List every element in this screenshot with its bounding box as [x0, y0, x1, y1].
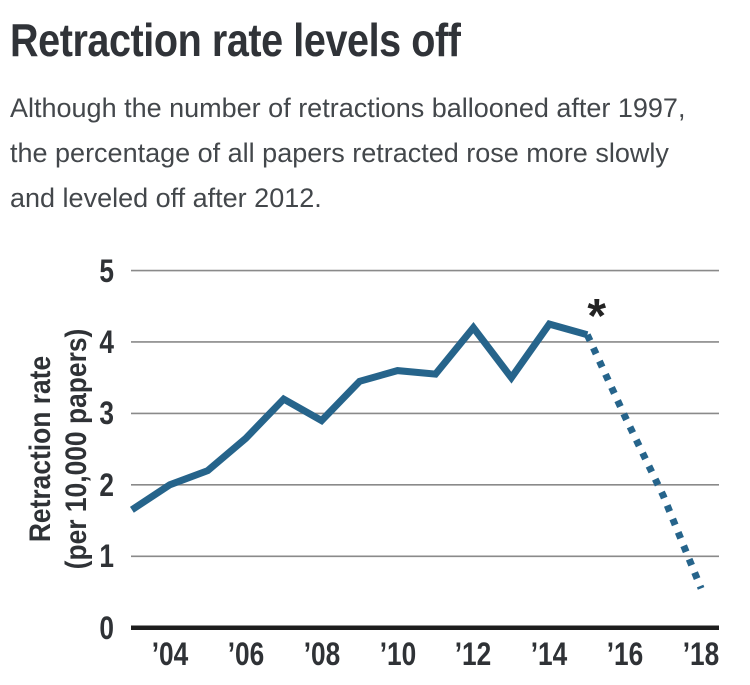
chart-subtitle: Although the number of retractions ballo…	[10, 93, 686, 214]
x-axis-tick-label: ’18	[682, 636, 720, 672]
y-axis-tick-label: 1	[99, 538, 114, 575]
y-axis-tick-label: 0	[99, 609, 114, 646]
y-axis-tick-label: 3	[99, 395, 114, 432]
x-axis-tick-label: ’16	[606, 636, 644, 672]
y-axis-tick-label: 2	[99, 466, 114, 503]
x-axis-tick-label: ’10	[379, 636, 416, 672]
x-axis-tick-label: ’08	[303, 636, 340, 672]
annotation-asterisk: *	[587, 289, 607, 343]
x-axis-tick-label: ’06	[227, 636, 264, 672]
x-axis-tick-label: ’14	[531, 636, 568, 672]
y-axis-tick-label: 4	[99, 323, 114, 360]
projected-line	[584, 333, 705, 590]
x-axis-tick-label: ’12	[455, 636, 492, 672]
header: Retraction rate levels off Although the …	[0, 0, 750, 221]
plot-area	[129, 269, 719, 630]
chart-title: Retraction rate levels off	[10, 14, 461, 66]
x-axis-tick-label: ’04	[151, 636, 189, 672]
y-axis-tick-label: 5	[99, 252, 114, 289]
observed-line	[129, 320, 589, 513]
